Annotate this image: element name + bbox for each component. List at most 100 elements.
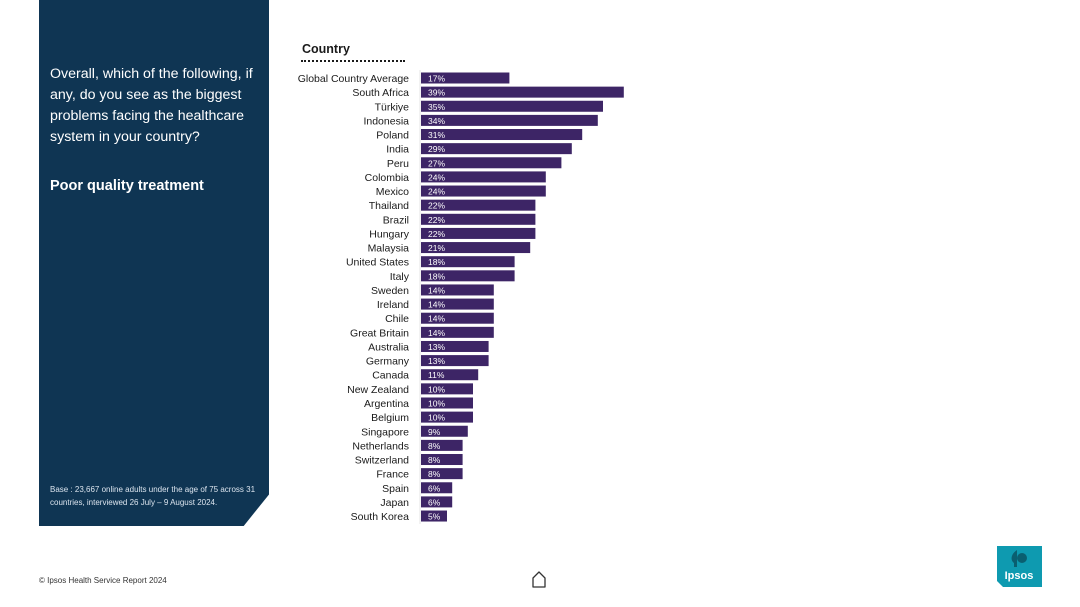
bar xyxy=(421,482,453,494)
category-label: Poland xyxy=(376,130,409,142)
bar xyxy=(421,468,463,480)
category-label: Ireland xyxy=(377,299,409,311)
category-label: Global Country Average xyxy=(298,73,409,85)
value-label: 22% xyxy=(428,229,445,239)
value-label: 24% xyxy=(428,172,445,182)
category-label: Peru xyxy=(387,158,409,170)
bar xyxy=(421,129,583,141)
value-label: 5% xyxy=(428,512,441,522)
bar xyxy=(421,86,624,98)
value-label: 6% xyxy=(428,497,441,507)
question-text: Overall, which of the following, if any,… xyxy=(50,66,253,145)
category-label: Thailand xyxy=(369,200,409,212)
category-label: Singapore xyxy=(361,426,409,438)
question-panel: Overall, which of the following, if any,… xyxy=(39,0,269,526)
category-label: Switzerland xyxy=(355,455,409,467)
bar xyxy=(421,270,515,282)
bar xyxy=(421,454,463,466)
bar xyxy=(421,439,463,451)
base-note: Base : 23,667 online adults under the ag… xyxy=(50,485,256,507)
value-label: 10% xyxy=(428,398,445,408)
bar xyxy=(421,227,536,239)
category-label: Malaysia xyxy=(368,243,410,255)
category-label: Germany xyxy=(366,356,410,368)
bar xyxy=(421,242,531,254)
bar xyxy=(421,496,453,508)
value-label: 17% xyxy=(428,74,445,84)
category-label: India xyxy=(386,144,409,156)
category-label: Mexico xyxy=(376,186,409,198)
category-label: Hungary xyxy=(369,228,409,240)
category-label: United States xyxy=(346,257,409,269)
value-label: 34% xyxy=(428,116,445,126)
value-label: 10% xyxy=(428,384,445,394)
value-label: 9% xyxy=(428,427,441,437)
home-icon[interactable] xyxy=(531,570,547,588)
value-label: 10% xyxy=(428,413,445,423)
bar xyxy=(421,114,598,126)
value-label: 14% xyxy=(428,328,445,338)
category-label: Colombia xyxy=(365,172,410,184)
category-label: Türkiye xyxy=(375,101,410,113)
value-label: 14% xyxy=(428,285,445,295)
bar xyxy=(421,510,447,522)
footer-copyright: © Ipsos Health Service Report 2024 xyxy=(39,576,167,585)
bar xyxy=(421,312,494,324)
category-label: France xyxy=(376,469,409,481)
bar xyxy=(421,298,494,310)
value-label: 13% xyxy=(428,356,445,366)
value-label: 39% xyxy=(428,88,445,98)
logo-text: Ipsos xyxy=(1005,570,1034,582)
value-label: 8% xyxy=(428,455,441,465)
bar xyxy=(421,369,479,381)
value-label: 14% xyxy=(428,314,445,324)
bar xyxy=(421,157,562,169)
value-label: 27% xyxy=(428,158,445,168)
bar xyxy=(421,340,489,352)
category-label: Brazil xyxy=(383,214,409,226)
category-label: Netherlands xyxy=(352,440,409,452)
value-label: 24% xyxy=(428,187,445,197)
bar xyxy=(421,72,510,84)
value-label: 11% xyxy=(428,370,445,380)
ipsos-logo: Ipsos xyxy=(997,546,1042,587)
bar xyxy=(421,284,494,296)
value-label: 35% xyxy=(428,102,445,112)
category-label: Indonesia xyxy=(363,115,409,127)
value-label: 22% xyxy=(428,201,445,211)
category-label: Spain xyxy=(382,483,409,495)
category-label: New Zealand xyxy=(347,384,409,396)
bar xyxy=(421,411,473,423)
category-label: Great Britain xyxy=(350,327,409,339)
value-label: 29% xyxy=(428,144,445,154)
bar xyxy=(421,100,603,112)
category-label: Canada xyxy=(372,370,409,382)
bar xyxy=(421,397,473,409)
bar xyxy=(421,143,572,155)
value-label: 22% xyxy=(428,215,445,225)
value-label: 6% xyxy=(428,483,441,493)
value-label: 21% xyxy=(428,243,445,253)
header-underline xyxy=(301,60,405,62)
value-label: 18% xyxy=(428,257,445,267)
bar xyxy=(421,355,489,367)
value-label: 8% xyxy=(428,469,441,479)
bar xyxy=(421,171,546,183)
bar xyxy=(421,256,515,268)
value-label: 8% xyxy=(428,441,441,451)
bar xyxy=(421,185,546,197)
category-label: South Korea xyxy=(351,511,410,523)
category-label: South Africa xyxy=(352,87,409,99)
value-label: 13% xyxy=(428,342,445,352)
category-label: Italy xyxy=(390,271,410,283)
value-label: 18% xyxy=(428,271,445,281)
bar xyxy=(421,383,473,395)
bar xyxy=(421,213,536,225)
category-label: Chile xyxy=(385,313,409,325)
category-label: Argentina xyxy=(364,398,409,410)
category-label: Belgium xyxy=(371,412,409,424)
bar xyxy=(421,326,494,338)
category-label: Japan xyxy=(380,497,409,509)
value-label: 14% xyxy=(428,300,445,310)
